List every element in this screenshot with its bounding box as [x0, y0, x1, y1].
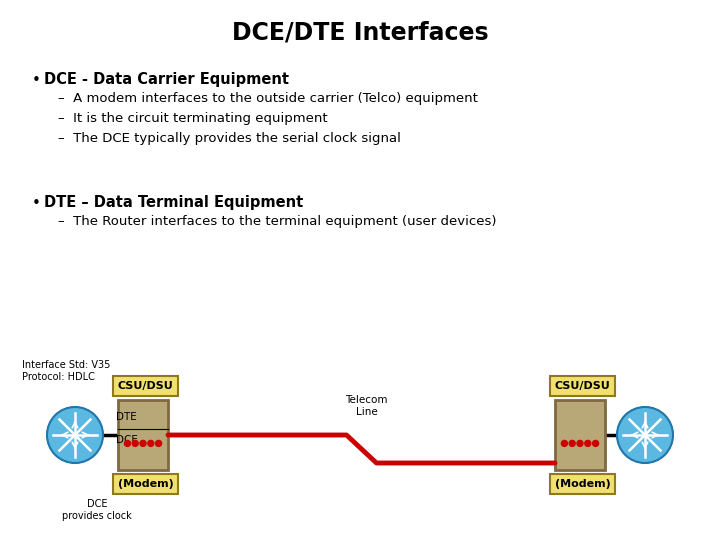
Circle shape	[132, 441, 138, 447]
FancyBboxPatch shape	[118, 400, 168, 470]
Text: DCE - Data Carrier Equipment: DCE - Data Carrier Equipment	[44, 72, 289, 87]
Circle shape	[156, 441, 161, 447]
Text: CSU/DSU: CSU/DSU	[117, 381, 174, 391]
FancyBboxPatch shape	[550, 474, 615, 494]
Circle shape	[570, 441, 575, 447]
Circle shape	[593, 441, 598, 447]
FancyBboxPatch shape	[113, 474, 178, 494]
Circle shape	[585, 441, 591, 447]
Circle shape	[617, 407, 673, 463]
Text: Interface Std: V35
Protocol: HDLC: Interface Std: V35 Protocol: HDLC	[22, 360, 110, 382]
Circle shape	[125, 441, 130, 447]
Circle shape	[47, 407, 103, 463]
Text: •: •	[32, 73, 41, 88]
FancyBboxPatch shape	[113, 376, 178, 396]
Text: –  A modem interfaces to the outside carrier (Telco) equipment: – A modem interfaces to the outside carr…	[58, 92, 478, 105]
Text: –  The DCE typically provides the serial clock signal: – The DCE typically provides the serial …	[58, 132, 401, 145]
Circle shape	[148, 441, 154, 447]
Text: (Modem): (Modem)	[554, 479, 611, 489]
Text: Telecom
Line: Telecom Line	[346, 395, 388, 416]
Text: DCE: DCE	[116, 435, 138, 445]
Text: DCE/DTE Interfaces: DCE/DTE Interfaces	[232, 20, 488, 44]
Circle shape	[562, 441, 567, 447]
Text: DCE
provides clock: DCE provides clock	[62, 499, 132, 521]
Circle shape	[577, 441, 583, 447]
FancyBboxPatch shape	[550, 376, 615, 396]
Text: CSU/DSU: CSU/DSU	[554, 381, 611, 391]
Text: –  The Router interfaces to the terminal equipment (user devices): – The Router interfaces to the terminal …	[58, 215, 497, 228]
Text: DTE – Data Terminal Equipment: DTE – Data Terminal Equipment	[44, 195, 303, 210]
Text: DTE: DTE	[116, 412, 137, 422]
FancyBboxPatch shape	[555, 400, 605, 470]
Text: (Modem): (Modem)	[117, 479, 174, 489]
Text: •: •	[32, 196, 41, 211]
Circle shape	[140, 441, 146, 447]
Text: –  It is the circuit terminating equipment: – It is the circuit terminating equipmen…	[58, 112, 328, 125]
